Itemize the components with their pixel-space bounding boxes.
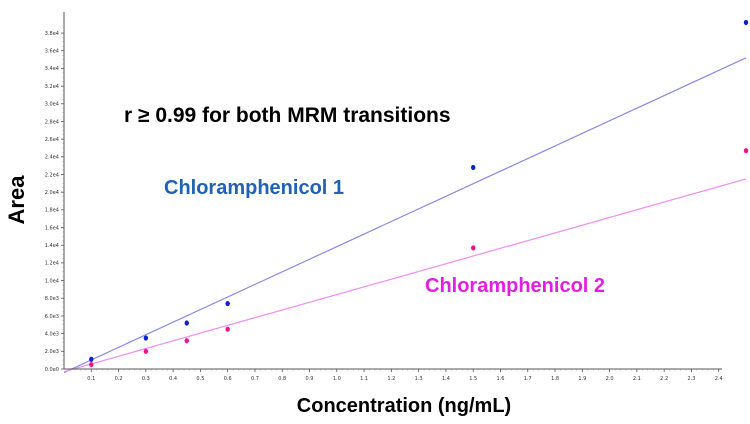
y-tick-label: 8.0e3 [45, 296, 59, 302]
x-tick-label: 1.3 [415, 376, 423, 382]
y-tick-label: 3.6e4 [45, 49, 59, 55]
y-tick-label: 1.4e4 [45, 243, 59, 249]
x-tick-label: 2.3 [687, 376, 695, 382]
y-tick-label: 2.0e3 [45, 349, 59, 355]
x-tick-label: 0.1 [87, 376, 95, 382]
x-tick-label: 2.2 [660, 376, 668, 382]
fit-lines [63, 57, 747, 374]
y-tick-label: 1.8e4 [45, 208, 59, 214]
series-label-chloramphenicol-2: Chloramphenicol 2 [425, 275, 605, 297]
x-tick-label: 1.7 [524, 376, 532, 382]
y-tick-label: 4.0e3 [45, 331, 59, 337]
y-tick-label: 3.8e4 [45, 31, 59, 37]
x-tick-label: 1.5 [469, 376, 477, 382]
data-point-series-1 [471, 164, 476, 171]
data-points [89, 19, 749, 368]
correlation-annotation: r ≥ 0.99 for both MRM transitions [124, 104, 451, 127]
x-tick-label: 2.1 [633, 376, 641, 382]
data-point-series-2 [184, 338, 189, 344]
fit-line-series-2 [63, 178, 747, 373]
y-tick-label: 2.8e4 [45, 119, 59, 125]
data-point-series-2 [89, 361, 94, 368]
x-tick-label: 0.6 [224, 376, 232, 382]
data-point-series-2 [143, 348, 149, 354]
y-tick-label: 1.2e4 [45, 261, 59, 267]
series-label-chloramphenicol-1: Chloramphenicol 1 [164, 177, 344, 199]
x-tick-label: 2.4 [715, 376, 723, 382]
fit-line-series-1 [63, 57, 747, 374]
y-tick-label: 6.0e3 [45, 314, 59, 320]
data-point-series-1 [184, 320, 189, 326]
x-tick-label: 1.4 [442, 376, 450, 382]
x-tick-label: 0.9 [306, 376, 314, 382]
y-tick-label: 2.0e4 [45, 190, 59, 196]
x-tick-label: 0.2 [115, 376, 123, 382]
y-tick-label: 3.4e4 [45, 66, 59, 72]
x-tick-label: 0.7 [251, 376, 259, 382]
x-axis-title: Concentration (ng/mL) [297, 395, 511, 417]
y-tick-label: 3.2e4 [45, 84, 59, 90]
data-point-series-2 [471, 245, 476, 251]
y-tick-label: 2.2e4 [45, 172, 59, 178]
data-point-series-1 [143, 335, 149, 341]
data-point-series-1 [743, 19, 749, 26]
x-tick-label: 1.1 [360, 376, 368, 382]
y-axis-title: Area [4, 175, 29, 225]
data-point-series-2 [743, 148, 749, 154]
y-tick-label: 2.6e4 [45, 137, 59, 143]
y-tick-label: 1.0e4 [45, 278, 59, 284]
x-tick-label: 1.2 [387, 376, 395, 382]
x-tick-label: 1.6 [497, 376, 505, 382]
x-tick-label: 0.8 [278, 376, 286, 382]
y-tick-label: 3.0e4 [45, 102, 59, 108]
x-tick-label: 1.8 [551, 376, 559, 382]
x-tick-label: 1.9 [578, 376, 586, 382]
x-tick-label: 1.0 [333, 376, 341, 382]
x-tick-label: 0.5 [196, 376, 204, 382]
x-tick-label: 2.0 [606, 376, 614, 382]
y-tick-label: 2.4e4 [45, 155, 59, 161]
y-tick-label: 1.6e4 [45, 225, 59, 231]
x-tick-label: 0.3 [142, 376, 150, 382]
y-tick-label: 0.0e0 [45, 367, 59, 373]
data-point-series-2 [225, 326, 230, 332]
axes: 0.0e0 2.0e3 4.0e3 6.0e3 8.0e3 1.0e4 1.2e4 1.4e4… [45, 12, 723, 382]
x-tick-label: 0.4 [169, 376, 177, 382]
data-point-series-1 [89, 356, 94, 362]
data-point-series-1 [225, 300, 230, 307]
